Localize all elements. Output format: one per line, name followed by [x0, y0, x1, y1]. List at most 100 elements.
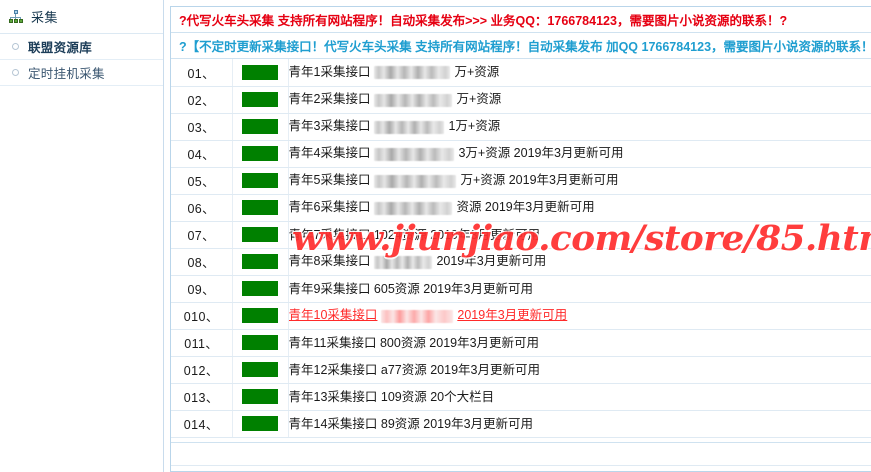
row-title-prefix: 青年1采集接口 [288, 65, 371, 80]
row-index: 05、 [171, 167, 233, 195]
row-index: 011、 [171, 329, 233, 357]
row-title-suffix: 万+资源 [454, 65, 500, 80]
row-title-cell[interactable]: 青年5采集接口 万+资源 2019年3月更新可用 [288, 167, 871, 195]
row-status-badge-cell [232, 356, 289, 384]
table-row[interactable]: 03、 青年3采集接口 1万+资源 [171, 113, 871, 141]
resource-table-body: 01、 青年1采集接口 万+资源 02、 青年2采集接口 万+资源 03、 青年3采集接口 1万… [171, 59, 871, 438]
row-title-prefix: 青年4采集接口 [288, 146, 371, 161]
banner-blue: ?【不定时更新采集接口！代写火车头采集 支持所有网站程序！自动采集发布 加QQ … [171, 33, 871, 59]
row-title-prefix: 青年13采集接口 [288, 389, 378, 404]
table-row[interactable]: 08、 青年8采集接口 2019年3月更新可用 [171, 248, 871, 276]
row-status-badge-cell [232, 383, 289, 411]
status-badge [242, 416, 278, 432]
bullet-icon [12, 69, 19, 76]
sidebar-item-alliance-library[interactable]: 联盟资源库 [0, 34, 163, 60]
row-title-cell[interactable]: 青年8采集接口 2019年3月更新可用 [288, 248, 871, 276]
row-title-link[interactable]: 青年2采集接口 万+资源 [288, 92, 502, 107]
table-row[interactable]: 07、 青年7采集接口 1024资源 2019年3月更新可用 [171, 221, 871, 249]
row-title-link[interactable]: 青年1采集接口 万+资源 [288, 65, 500, 80]
table-row[interactable]: 011、 青年11采集接口 800资源 2019年3月更新可用 [171, 329, 871, 357]
row-title-suffix: 资源 2019年3月更新可用 [456, 200, 595, 215]
row-title-cell[interactable]: 青年6采集接口 资源 2019年3月更新可用 [288, 194, 871, 222]
row-title-cell[interactable]: 青年1采集接口 万+资源 [288, 59, 871, 87]
table-row[interactable]: 01、 青年1采集接口 万+资源 [171, 59, 871, 87]
row-title-prefix: 青年9采集接口 [288, 281, 371, 296]
sidebar-item-label: 定时挂机采集 [28, 67, 105, 81]
redacted-text-block [381, 309, 454, 323]
sidebar-header-label: 采集 [31, 10, 59, 25]
row-title-link[interactable]: 青年5采集接口 万+资源 2019年3月更新可用 [289, 174, 619, 188]
redacted-text-block [374, 66, 451, 80]
row-index: 013、 [171, 383, 233, 411]
row-title-suffix: 1024资源 2019年3月更新可用 [370, 227, 540, 242]
row-title-suffix: 800资源 2019年3月更新可用 [376, 335, 540, 350]
table-row[interactable]: 012、 青年12采集接口 a77资源 2019年3月更新可用 [171, 356, 871, 384]
row-title-prefix: 青年8采集接口 [288, 254, 371, 269]
row-title-link[interactable]: 青年6采集接口 资源 2019年3月更新可用 [289, 200, 595, 215]
row-title-cell[interactable]: 青年4采集接口 3万+资源 2019年3月更新可用 [288, 140, 871, 168]
row-title-suffix: 2019年3月更新可用 [457, 308, 568, 323]
row-title-suffix: a77资源 2019年3月更新可用 [377, 362, 540, 377]
row-title-suffix: 2019年3月更新可用 [436, 254, 547, 269]
row-index: 010、 [171, 302, 233, 330]
status-badge [242, 308, 278, 324]
row-title-cell[interactable]: 青年3采集接口 1万+资源 [288, 113, 871, 141]
row-index: 09、 [171, 275, 233, 303]
row-title-prefix: 青年11采集接口 [288, 335, 377, 350]
row-title-cell[interactable]: 青年9采集接口 605资源 2019年3月更新可用 [288, 275, 871, 303]
main-content: ?代写火车头采集 支持所有网站程序！自动采集发布>>> 业务QQ：1766784… [164, 0, 871, 472]
row-title-cell[interactable]: 青年14采集接口 89资源 2019年3月更新可用 [288, 410, 871, 438]
row-title-cell[interactable]: 青年12采集接口 a77资源 2019年3月更新可用 [288, 356, 871, 384]
table-row[interactable]: 02、 青年2采集接口 万+资源 [171, 86, 871, 114]
banner-blue-text: ?【不定时更新采集接口！代写火车头采集 支持所有网站程序！自动采集发布 加QQ … [179, 40, 871, 54]
redacted-text-block [374, 201, 453, 215]
status-badge [242, 335, 278, 351]
row-title-link[interactable]: 青年13采集接口 109资源 20个大栏目 [288, 389, 495, 404]
row-title-prefix: 青年10采集接口 [288, 308, 378, 323]
resource-panel: ?代写火车头采集 支持所有网站程序！自动采集发布>>> 业务QQ：1766784… [170, 6, 871, 472]
table-row[interactable]: 013、 青年13采集接口 109资源 20个大栏目 [171, 383, 871, 411]
table-row[interactable]: 09、 青年9采集接口 605资源 2019年3月更新可用 [171, 275, 871, 303]
banner-red: ?代写火车头采集 支持所有网站程序！自动采集发布>>> 业务QQ：1766784… [171, 7, 871, 33]
row-title-link[interactable]: 青年3采集接口 1万+资源 [288, 119, 501, 134]
table-row[interactable]: 014、 青年14采集接口 89资源 2019年3月更新可用 [171, 410, 871, 438]
table-row[interactable]: 010、 青年10采集接口 2019年3月更新可用 [171, 302, 871, 330]
row-title-cell[interactable]: 青年2采集接口 万+资源 [288, 86, 871, 114]
row-index: 02、 [171, 86, 233, 114]
row-index: 01、 [171, 59, 233, 87]
table-row[interactable]: 04、 青年4采集接口 3万+资源 2019年3月更新可用 [171, 140, 871, 168]
row-title-cell[interactable]: 青年10采集接口 2019年3月更新可用 [288, 302, 871, 330]
row-index: 06、 [171, 194, 233, 222]
row-title-link[interactable]: 青年7采集接口 1024资源 2019年3月更新可用 [289, 227, 540, 242]
row-title-cell[interactable]: 青年13采集接口 109资源 20个大栏目 [288, 383, 871, 411]
row-title-cell[interactable]: 青年7采集接口 1024资源 2019年3月更新可用 [288, 221, 871, 249]
row-title-link[interactable]: 青年10采集接口 2019年3月更新可用 [288, 308, 568, 323]
row-title-link[interactable]: 青年9采集接口 605资源 2019年3月更新可用 [288, 281, 534, 296]
row-title-cell[interactable]: 青年11采集接口 800资源 2019年3月更新可用 [288, 329, 871, 357]
redacted-text-block [374, 174, 457, 188]
sidebar-item-scheduled-collect[interactable]: 定时挂机采集 [0, 60, 163, 86]
row-title-suffix: 1万+资源 [448, 119, 501, 134]
sitemap-icon [9, 9, 24, 24]
row-status-badge-cell [232, 329, 289, 357]
redacted-text-block [374, 120, 445, 134]
status-badge [242, 92, 278, 108]
status-badge [242, 227, 278, 243]
row-title-link[interactable]: 青年12采集接口 a77资源 2019年3月更新可用 [289, 362, 540, 377]
row-title-prefix: 青年14采集接口 [288, 416, 378, 431]
table-row[interactable]: 06、 青年6采集接口 资源 2019年3月更新可用 [171, 194, 871, 222]
status-badge [242, 64, 278, 80]
row-title-prefix: 青年2采集接口 [288, 92, 371, 107]
row-title-link[interactable]: 青年8采集接口 2019年3月更新可用 [288, 254, 547, 269]
row-title-suffix: 万+资源 [456, 92, 502, 107]
row-status-badge-cell [232, 302, 289, 330]
row-title-prefix: 青年3采集接口 [288, 119, 371, 134]
status-badge [242, 200, 278, 216]
table-row[interactable]: 05、 青年5采集接口 万+资源 2019年3月更新可用 [171, 167, 871, 195]
row-index: 07、 [171, 221, 233, 249]
row-title-link[interactable]: 青年11采集接口 800资源 2019年3月更新可用 [288, 335, 540, 350]
row-title-suffix: 109资源 20个大栏目 [377, 389, 495, 404]
row-title-link[interactable]: 青年4采集接口 3万+资源 2019年3月更新可用 [288, 146, 623, 161]
row-title-link[interactable]: 青年14采集接口 89资源 2019年3月更新可用 [288, 416, 534, 431]
status-badge [242, 146, 278, 162]
